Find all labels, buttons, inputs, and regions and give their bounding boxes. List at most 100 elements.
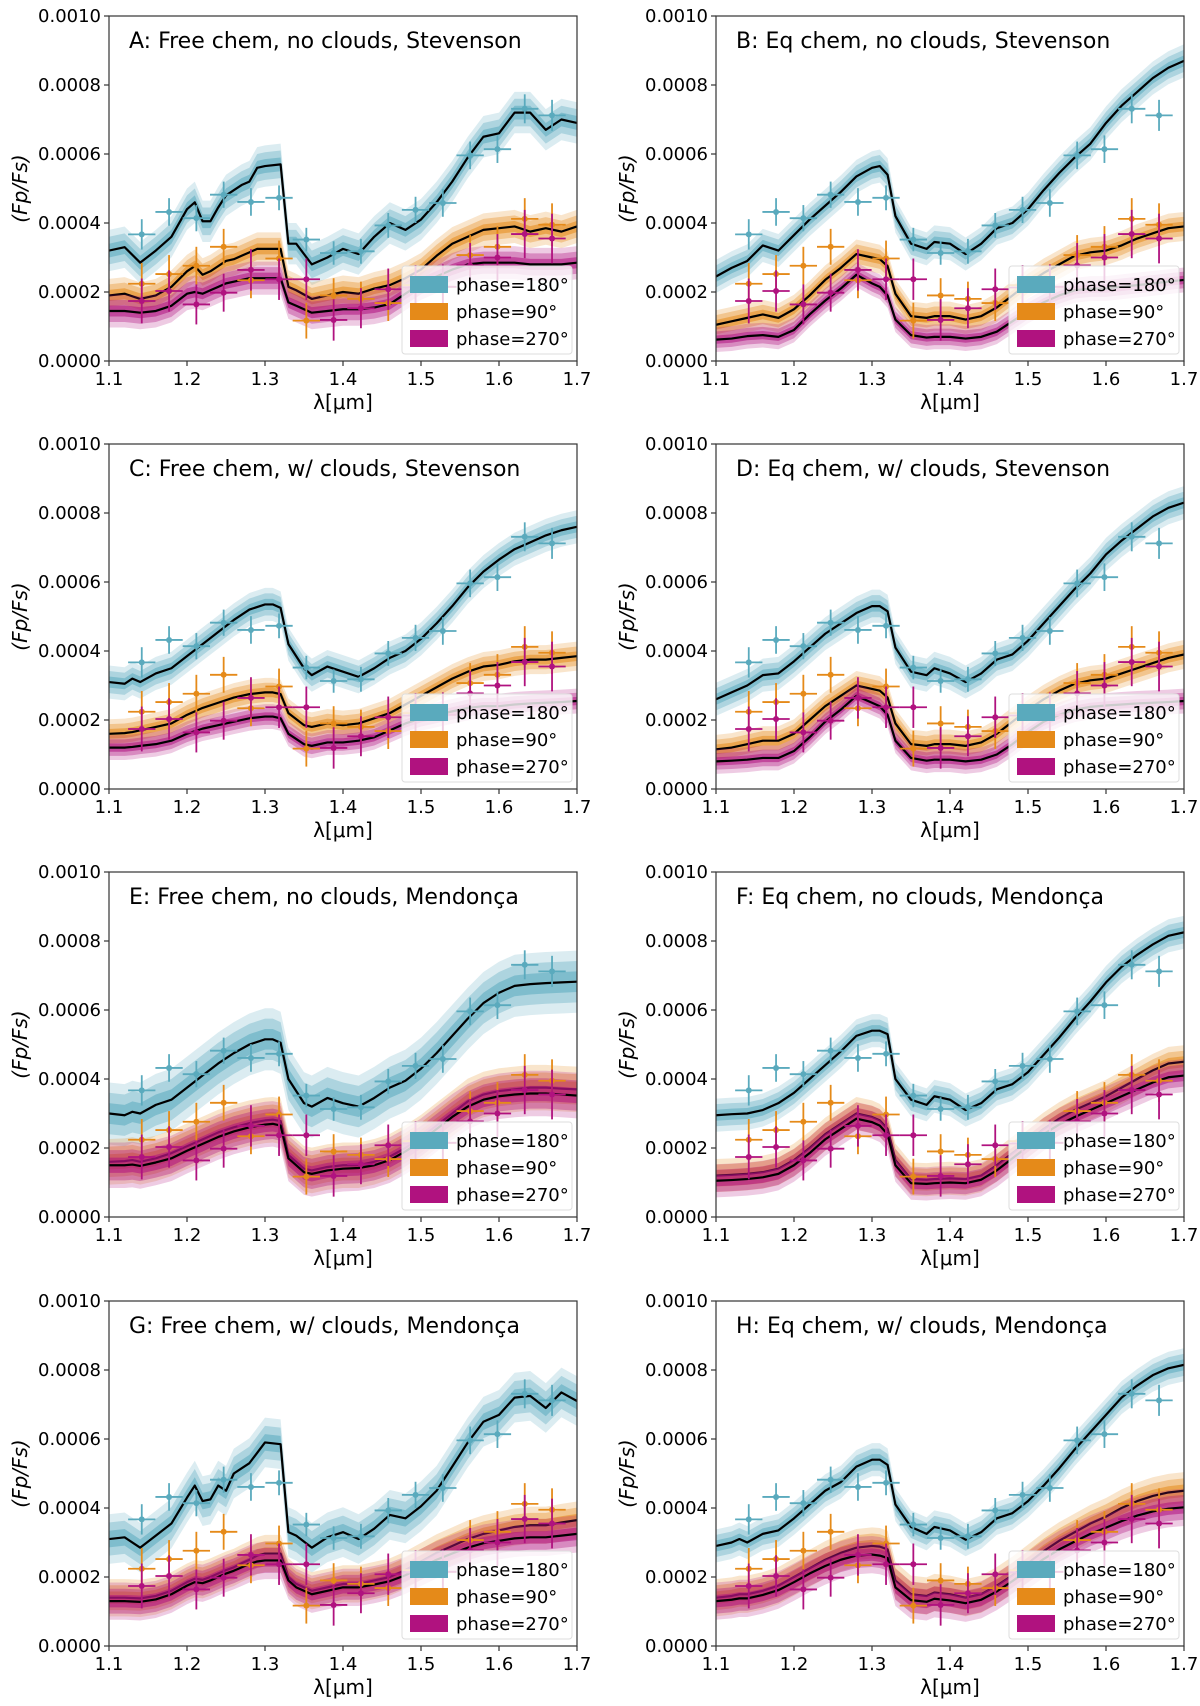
data-point (789, 1569, 818, 1610)
x-axis-label: λ[μm] (313, 1675, 373, 1699)
legend: phase=180° phase=90° phase=270° (401, 693, 573, 783)
data-marker (827, 1099, 834, 1106)
data-point (1145, 641, 1173, 692)
data-point (210, 181, 238, 208)
data-point (511, 522, 539, 552)
y-axis-label: (Fp/Fs) (8, 1010, 32, 1078)
data-point (926, 299, 955, 341)
data-point (347, 1523, 375, 1549)
data-marker (494, 254, 501, 261)
model-series-phase-180 (716, 915, 1184, 1132)
data-marker (883, 276, 890, 283)
data-point (1118, 1065, 1146, 1115)
data-marker (220, 1145, 227, 1152)
data-marker (745, 1516, 752, 1523)
data-marker (854, 1483, 861, 1490)
data-marker (193, 729, 200, 736)
x-tick-label: 1.5 (1014, 1654, 1043, 1675)
data-marker (964, 305, 971, 312)
data-point (210, 1084, 238, 1121)
y-tick-label: 0.0010 (38, 434, 101, 455)
confidence-band-1sigma (109, 971, 577, 1126)
data-point (237, 188, 265, 216)
y-tick-label: 0.0010 (645, 6, 708, 27)
data-point (483, 135, 512, 163)
data-marker (827, 243, 834, 250)
data-marker (1074, 1437, 1081, 1444)
data-marker (330, 678, 337, 685)
x-tick-label: 1.2 (173, 1654, 202, 1675)
data-point (926, 727, 955, 769)
data-marker (549, 112, 556, 119)
x-axis-label: λ[μm] (313, 1246, 373, 1270)
x-tick-label: 1.4 (329, 1225, 358, 1246)
data-marker (247, 266, 254, 273)
data-point (347, 1573, 375, 1614)
data-marker (800, 262, 807, 269)
data-point (374, 1068, 402, 1094)
confidence-band-3sigma (716, 1348, 1184, 1563)
data-marker (303, 276, 310, 283)
data-point (1118, 950, 1146, 980)
data-point (511, 637, 539, 687)
data-marker (937, 678, 944, 685)
data-point (319, 669, 348, 693)
data-point (374, 268, 402, 310)
data-marker (800, 1586, 807, 1593)
data-point (844, 249, 872, 291)
data-marker (854, 626, 861, 633)
data-point (429, 1474, 457, 1502)
y-tick-label: 0.0008 (645, 503, 708, 524)
data-marker (1156, 235, 1163, 242)
data-marker (883, 1479, 890, 1486)
data-point (374, 1497, 402, 1523)
data-point (981, 212, 1009, 238)
data-marker (1156, 1091, 1163, 1098)
data-point (926, 1097, 955, 1121)
data-point (1118, 1379, 1146, 1409)
data-marker (1074, 152, 1081, 159)
data-marker (773, 636, 780, 643)
data-marker (964, 1104, 971, 1111)
data-point (292, 1543, 320, 1585)
y-tick-label: 0.0000 (645, 1207, 708, 1228)
data-point (538, 1384, 566, 1416)
model-line (109, 980, 577, 1117)
data-marker (800, 1547, 807, 1554)
data-marker (303, 704, 310, 711)
data-point (237, 1473, 265, 1501)
data-marker (303, 317, 310, 324)
observed-points-phase-180 (735, 94, 1173, 265)
x-tick-label: 1.2 (780, 1654, 809, 1675)
data-marker (494, 1002, 501, 1009)
x-tick-label: 1.3 (251, 369, 280, 390)
legend-label: phase=180° (1063, 703, 1176, 724)
model-line (109, 261, 577, 314)
data-marker (521, 961, 528, 968)
data-point (1036, 1474, 1064, 1502)
data-marker (303, 664, 310, 671)
confidence-band-3sigma (109, 641, 577, 749)
data-point (981, 696, 1009, 738)
data-point (899, 1512, 927, 1537)
data-point (182, 205, 211, 232)
legend-swatch-phase-180 (1017, 1561, 1055, 1578)
y-tick-label: 0.0004 (645, 1498, 708, 1519)
x-tick-label: 1.6 (1092, 369, 1121, 390)
data-point (429, 617, 457, 645)
data-point (128, 1563, 156, 1609)
data-marker (138, 725, 145, 732)
observed-points-phase-270 (735, 637, 1173, 769)
confidence-band-1sigma (109, 1527, 577, 1609)
x-axis-label: λ[μm] (920, 818, 980, 842)
data-marker (937, 1106, 944, 1113)
data-point (347, 1094, 375, 1120)
data-marker (964, 676, 971, 683)
data-point (1118, 209, 1146, 259)
x-tick-label: 1.1 (95, 1225, 124, 1246)
y-tick-label: 0.0010 (645, 862, 708, 883)
data-marker (303, 1521, 310, 1528)
data-marker (521, 1087, 528, 1094)
data-marker (193, 1586, 200, 1593)
observed-points-phase-180 (735, 950, 1173, 1121)
